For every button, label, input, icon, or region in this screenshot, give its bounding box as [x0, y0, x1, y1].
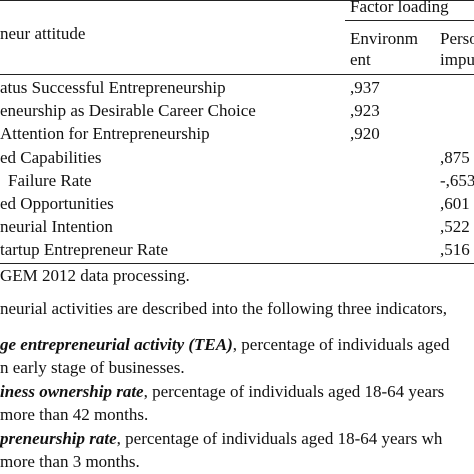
table-row-env: ,923 [350, 101, 380, 120]
table-row-label: ed Capabilities [0, 148, 102, 167]
table-row-pers: -,653 [440, 171, 474, 190]
table-row-pers: ,516 [440, 240, 470, 259]
col-environment-line1: Environm [350, 29, 418, 48]
indicator-3-term: preneurship rate [0, 429, 117, 448]
col-personal-line2: impu [440, 50, 474, 69]
indicator-2-term: iness ownership rate [0, 382, 144, 401]
indicator-1-term: ge entrepreneurial activity (TEA) [0, 335, 233, 354]
table-row-label: Failure Rate [8, 171, 92, 190]
table-row-env: ,920 [350, 124, 380, 143]
table-row-pers: ,601 [440, 194, 470, 213]
indicator-2-desc: , percentage of individuals aged 18-64 y… [143, 382, 445, 401]
indicator-1-desc: , percentage of individuals aged [232, 335, 450, 354]
indicator-item-1: ge entrepreneurial activity (TEA), perce… [0, 335, 449, 355]
col-environment-line2: ent [350, 50, 371, 69]
table-row-pers: ,522 [440, 217, 470, 236]
table-row-label: neurial Intention [0, 217, 113, 236]
indicator-item-3: preneurship rate, percentage of individu… [0, 429, 442, 449]
indicator-2-cont-text: more than 42 months. [0, 405, 149, 424]
table-row-label: atus Successful Entrepreneurship [0, 78, 226, 97]
indicator-item-2: iness ownership rate, percentage of indi… [0, 382, 444, 402]
table-row-label: ed Opportunities [0, 194, 114, 213]
intro-note: neurial activities are described into th… [0, 299, 448, 318]
table-bottom-rule [0, 263, 474, 264]
table-row-label: Attention for Entrepreneurship [0, 124, 210, 143]
table-row-label: tartup Entrepreneur Rate [0, 240, 169, 259]
factor-loading-underline [345, 20, 474, 21]
indicator-3-cont-text: more than 3 months. [0, 452, 140, 471]
header-bottom-rule [0, 74, 474, 75]
table-row-label: eneurship as Desirable Career Choice [0, 101, 256, 120]
factor-loading-header: Factor loading [350, 0, 449, 16]
table-top-rule [0, 0, 474, 1]
indicator-3-continuation: more than 3 months. [0, 452, 140, 472]
table-row-env: ,937 [350, 78, 380, 97]
col-personal-line1: Perso [440, 29, 474, 48]
row-header: neur attitude [0, 24, 86, 43]
indicator-3-desc: , percentage of individuals aged 18-64 y… [116, 429, 443, 448]
table-row-pers: ,875 [440, 148, 470, 167]
indicator-2-continuation: more than 42 months. [0, 405, 148, 425]
indicator-1-cont-text: n early stage of businesses. [0, 358, 185, 377]
source-note: GEM 2012 data processing. [0, 266, 190, 285]
indicator-1-continuation: n early stage of businesses. [0, 358, 185, 378]
